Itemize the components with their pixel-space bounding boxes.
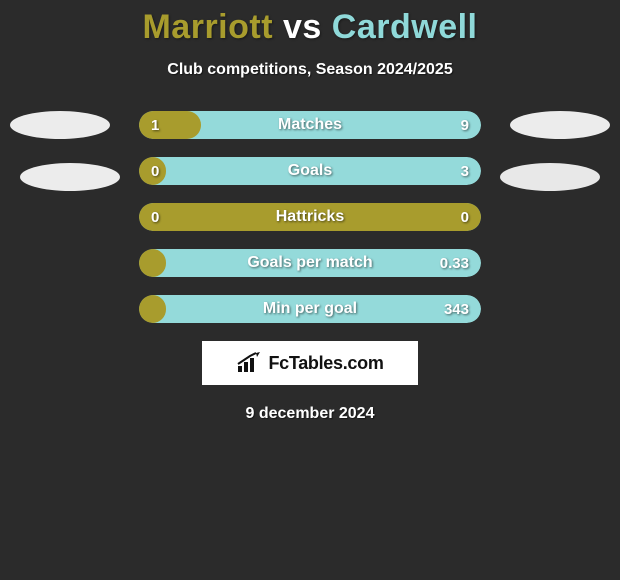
stat-value-right: 0: [461, 203, 469, 231]
stat-row: Goals per match0.33: [139, 249, 481, 277]
brand-box: FcTables.com: [202, 341, 418, 385]
chart-icon: [236, 352, 262, 374]
bar-background: [139, 295, 481, 323]
stat-row: 1Matches9: [139, 111, 481, 139]
bar-fill: [139, 249, 166, 277]
stat-row: 0Hattricks0: [139, 203, 481, 231]
stat-value-left: 0: [151, 157, 159, 185]
bar-fill: [139, 295, 166, 323]
stat-value-left: 0: [151, 203, 159, 231]
stat-value-right: 343: [444, 295, 469, 323]
brand-text: FcTables.com: [268, 353, 383, 374]
stat-value-right: 9: [461, 111, 469, 139]
team-badge-right-2: [500, 163, 600, 191]
team-badge-left-2: [20, 163, 120, 191]
player2-name: Cardwell: [332, 8, 478, 46]
team-badge-left-1: [10, 111, 110, 139]
date-line: 9 december 2024: [0, 405, 620, 423]
bars-container: 1Matches9 0Goals3 0Hattricks0 Goals per mat…: [0, 111, 620, 323]
stat-row: 0Goals3: [139, 157, 481, 185]
stat-value-right: 3: [461, 157, 469, 185]
team-badge-right-1: [510, 111, 610, 139]
stat-value-left: 1: [151, 111, 159, 139]
bar-fill: [139, 203, 481, 231]
bar-fill: [139, 111, 201, 139]
subtitle: Club competitions, Season 2024/2025: [0, 61, 620, 79]
stat-value-right: 0.33: [440, 249, 469, 277]
player1-name: Marriott: [142, 8, 273, 46]
chart-area: 1Matches9 0Goals3 0Hattricks0 Goals per mat…: [0, 111, 620, 323]
vs-label: vs: [283, 8, 322, 46]
comparison-title: Marriott vs Cardwell: [0, 0, 620, 47]
stat-row: Min per goal343: [139, 295, 481, 323]
bar-background: [139, 249, 481, 277]
bar-background: [139, 157, 481, 185]
